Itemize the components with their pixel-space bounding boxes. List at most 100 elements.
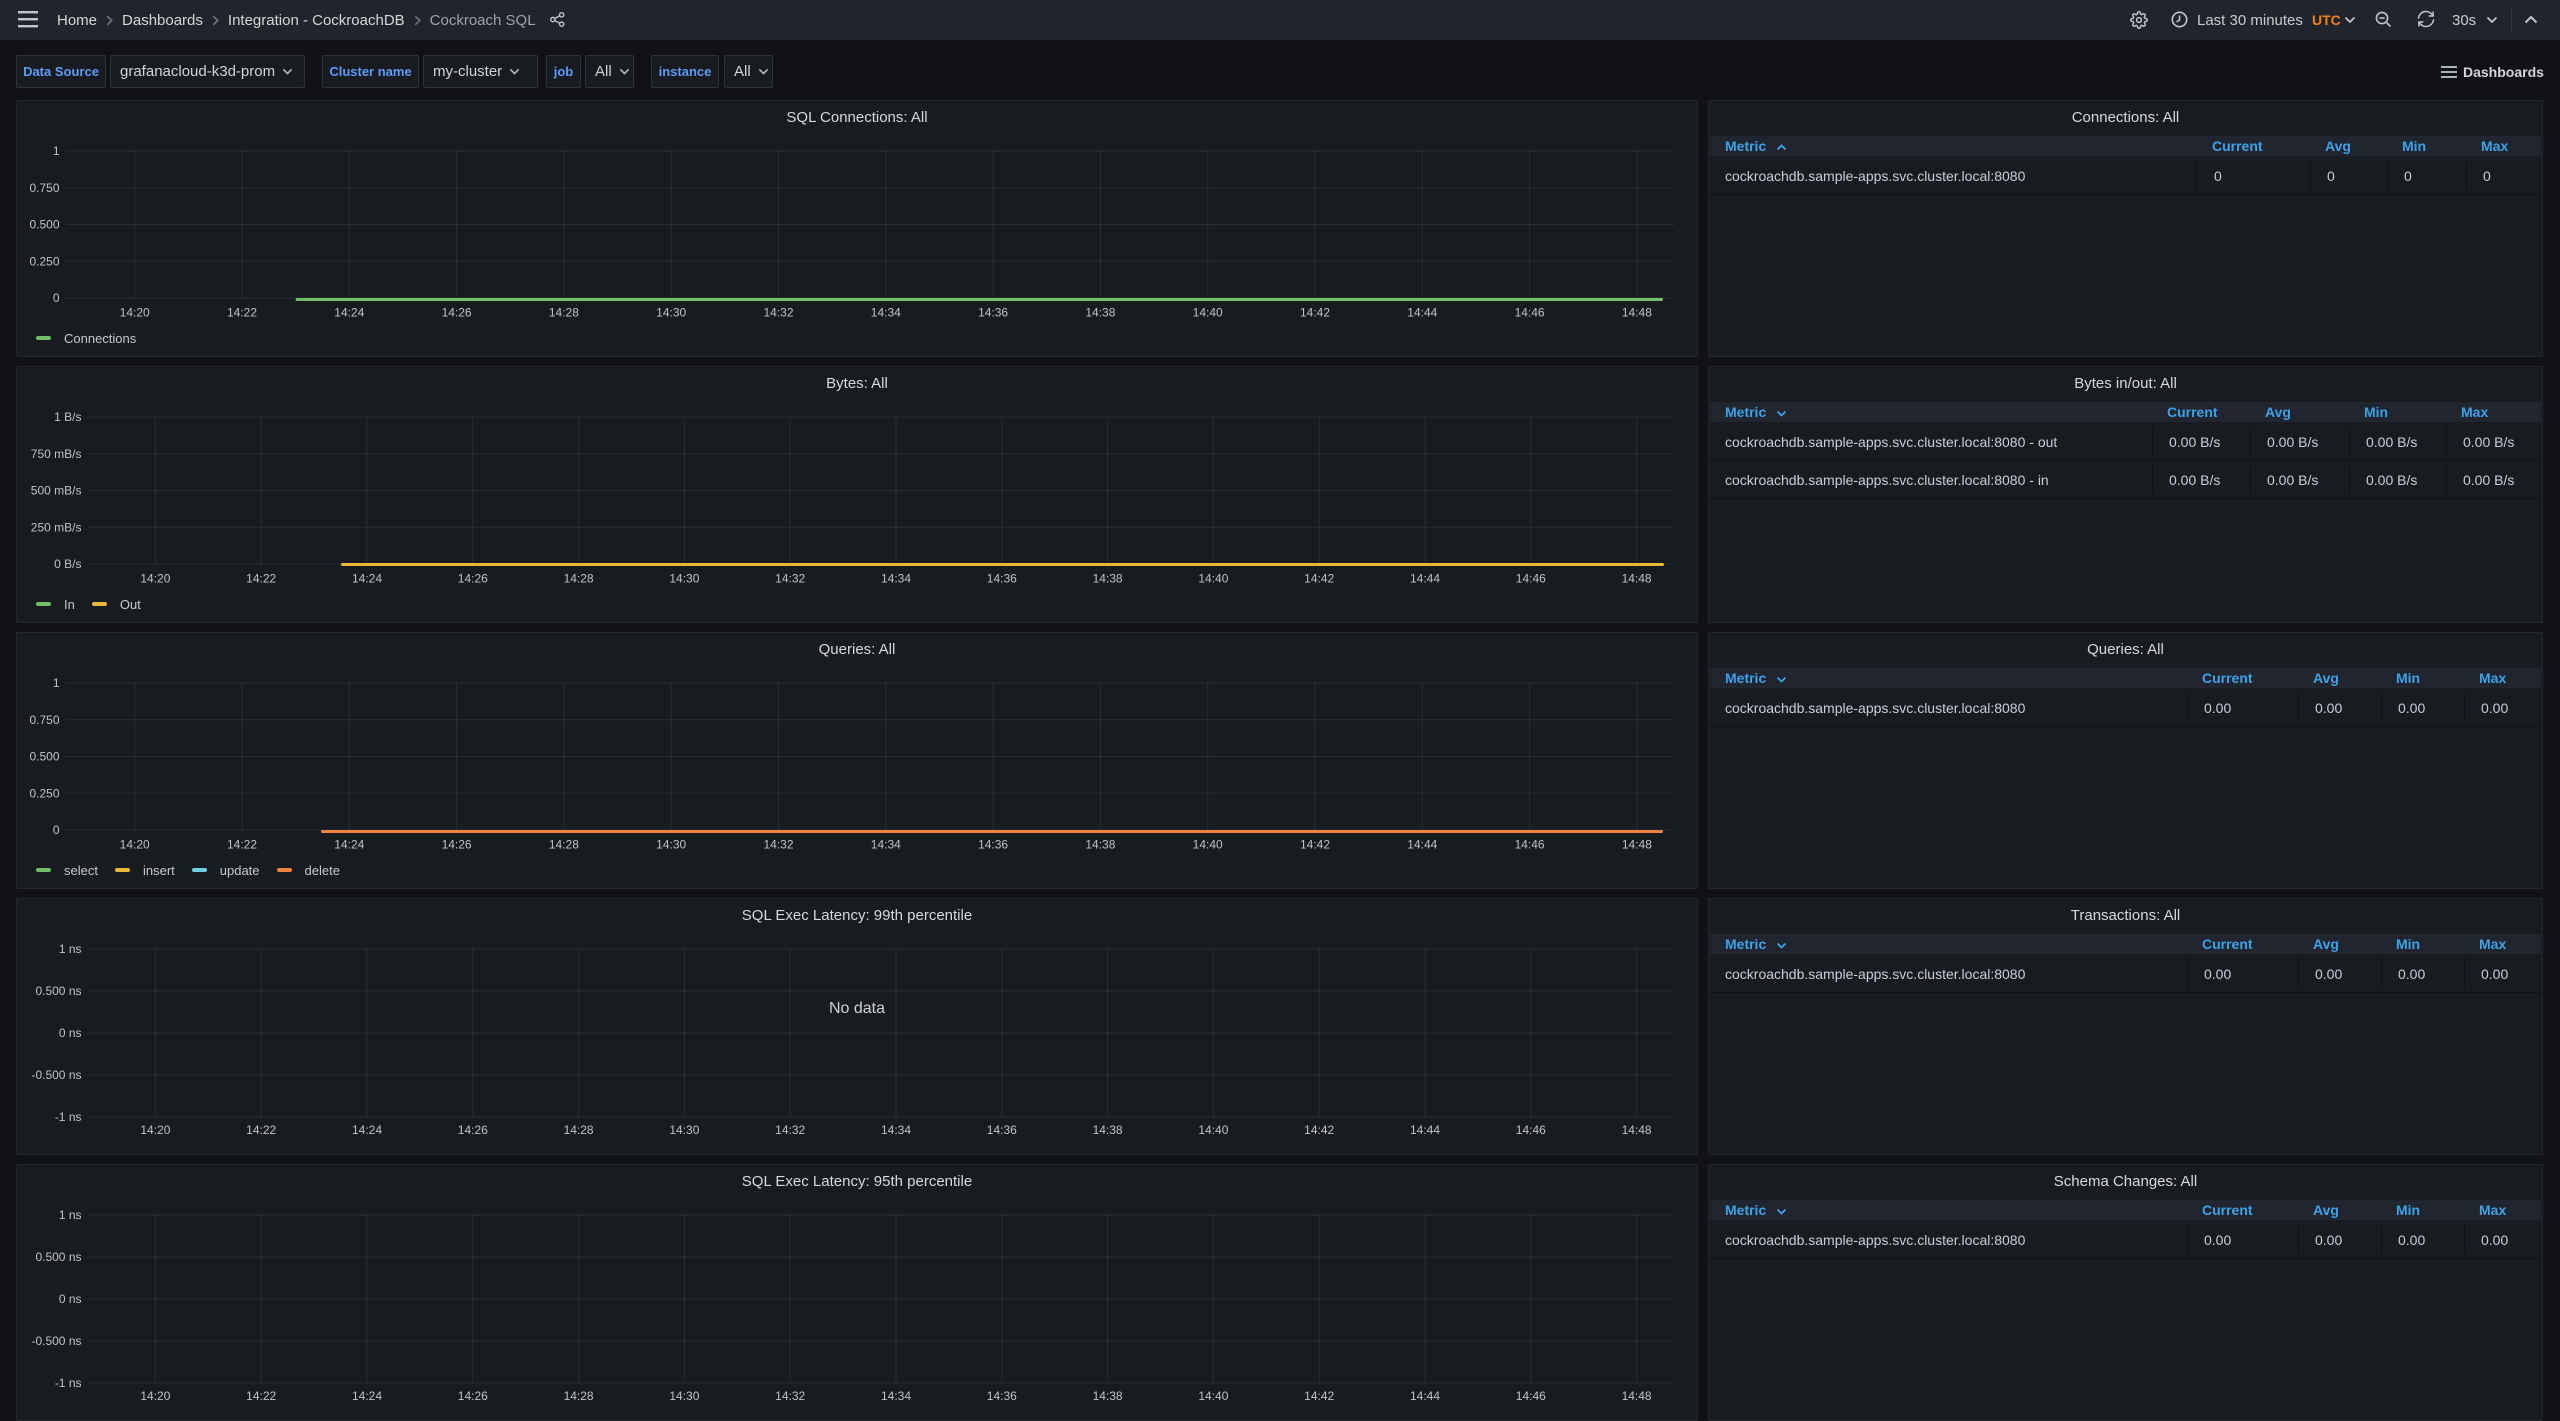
svg-text:14:20: 14:20 bbox=[120, 838, 150, 852]
svg-text:14:38: 14:38 bbox=[1085, 306, 1115, 320]
svg-text:1 ns: 1 ns bbox=[59, 1208, 82, 1222]
svg-text:14:36: 14:36 bbox=[987, 1389, 1017, 1403]
svg-text:14:44: 14:44 bbox=[1407, 838, 1437, 852]
svg-text:14:36: 14:36 bbox=[978, 306, 1008, 320]
svg-text:14:24: 14:24 bbox=[334, 838, 364, 852]
svg-text:14:22: 14:22 bbox=[246, 1389, 276, 1403]
svg-text:14:38: 14:38 bbox=[1085, 838, 1115, 852]
svg-text:14:32: 14:32 bbox=[763, 306, 793, 320]
svg-text:-1 ns: -1 ns bbox=[55, 1376, 82, 1390]
svg-text:14:46: 14:46 bbox=[1515, 838, 1545, 852]
svg-text:14:20: 14:20 bbox=[120, 306, 150, 320]
svg-text:14:32: 14:32 bbox=[775, 572, 805, 586]
svg-text:14:24: 14:24 bbox=[352, 1389, 382, 1403]
svg-text:14:44: 14:44 bbox=[1410, 572, 1440, 586]
svg-text:14:24: 14:24 bbox=[334, 306, 364, 320]
svg-text:14:32: 14:32 bbox=[775, 1389, 805, 1403]
svg-text:14:32: 14:32 bbox=[775, 1123, 805, 1137]
svg-text:1 B/s: 1 B/s bbox=[54, 410, 81, 424]
svg-text:500 mB/s: 500 mB/s bbox=[31, 484, 82, 498]
svg-text:0: 0 bbox=[53, 291, 60, 305]
svg-text:14:44: 14:44 bbox=[1407, 306, 1437, 320]
svg-text:14:30: 14:30 bbox=[669, 1123, 699, 1137]
svg-text:14:42: 14:42 bbox=[1304, 572, 1334, 586]
svg-text:14:26: 14:26 bbox=[458, 1389, 488, 1403]
svg-text:0.500 ns: 0.500 ns bbox=[35, 1250, 81, 1264]
svg-text:14:44: 14:44 bbox=[1410, 1123, 1440, 1137]
svg-text:0 B/s: 0 B/s bbox=[54, 557, 81, 571]
svg-text:14:36: 14:36 bbox=[987, 1123, 1017, 1137]
svg-text:14:34: 14:34 bbox=[871, 838, 901, 852]
svg-text:14:20: 14:20 bbox=[140, 1389, 170, 1403]
svg-text:14:30: 14:30 bbox=[669, 572, 699, 586]
svg-text:14:22: 14:22 bbox=[246, 1123, 276, 1137]
svg-text:0.750: 0.750 bbox=[29, 713, 59, 727]
svg-text:14:20: 14:20 bbox=[140, 572, 170, 586]
svg-text:14:38: 14:38 bbox=[1093, 1123, 1123, 1137]
svg-text:14:24: 14:24 bbox=[352, 572, 382, 586]
svg-text:14:38: 14:38 bbox=[1093, 572, 1123, 586]
svg-text:0: 0 bbox=[53, 823, 60, 837]
svg-text:14:48: 14:48 bbox=[1622, 1123, 1652, 1137]
svg-text:14:26: 14:26 bbox=[458, 572, 488, 586]
svg-text:14:30: 14:30 bbox=[669, 1389, 699, 1403]
svg-text:1: 1 bbox=[53, 144, 60, 158]
svg-text:14:34: 14:34 bbox=[881, 572, 911, 586]
svg-text:14:26: 14:26 bbox=[458, 1123, 488, 1137]
svg-text:-0.500 ns: -0.500 ns bbox=[31, 1334, 81, 1348]
svg-text:14:28: 14:28 bbox=[549, 838, 579, 852]
svg-text:14:44: 14:44 bbox=[1410, 1389, 1440, 1403]
svg-text:0.250: 0.250 bbox=[29, 254, 59, 268]
svg-text:14:28: 14:28 bbox=[564, 572, 594, 586]
svg-text:-0.500 ns: -0.500 ns bbox=[31, 1068, 81, 1082]
svg-text:14:48: 14:48 bbox=[1622, 1389, 1652, 1403]
svg-text:14:24: 14:24 bbox=[352, 1123, 382, 1137]
svg-text:0 ns: 0 ns bbox=[59, 1292, 82, 1306]
svg-text:14:48: 14:48 bbox=[1622, 838, 1652, 852]
svg-text:0.250: 0.250 bbox=[29, 786, 59, 800]
svg-text:14:26: 14:26 bbox=[442, 306, 472, 320]
svg-text:14:22: 14:22 bbox=[246, 572, 276, 586]
svg-text:14:46: 14:46 bbox=[1515, 306, 1545, 320]
svg-text:14:32: 14:32 bbox=[763, 838, 793, 852]
svg-text:14:40: 14:40 bbox=[1198, 1389, 1228, 1403]
svg-text:14:40: 14:40 bbox=[1198, 572, 1228, 586]
svg-text:14:34: 14:34 bbox=[871, 306, 901, 320]
svg-text:14:22: 14:22 bbox=[227, 306, 257, 320]
svg-text:14:28: 14:28 bbox=[564, 1123, 594, 1137]
svg-text:14:42: 14:42 bbox=[1304, 1123, 1334, 1137]
svg-text:14:34: 14:34 bbox=[881, 1123, 911, 1137]
svg-text:-1 ns: -1 ns bbox=[55, 1110, 82, 1124]
svg-text:14:36: 14:36 bbox=[978, 838, 1008, 852]
svg-text:14:30: 14:30 bbox=[656, 306, 686, 320]
svg-text:250 mB/s: 250 mB/s bbox=[31, 520, 82, 534]
svg-text:14:22: 14:22 bbox=[227, 838, 257, 852]
svg-text:14:34: 14:34 bbox=[881, 1389, 911, 1403]
svg-text:1: 1 bbox=[53, 676, 60, 690]
svg-text:0.500: 0.500 bbox=[29, 750, 59, 764]
svg-text:14:42: 14:42 bbox=[1300, 306, 1330, 320]
svg-text:14:38: 14:38 bbox=[1093, 1389, 1123, 1403]
svg-text:0.500 ns: 0.500 ns bbox=[35, 984, 81, 998]
svg-text:14:42: 14:42 bbox=[1304, 1389, 1334, 1403]
svg-text:14:28: 14:28 bbox=[564, 1389, 594, 1403]
svg-text:14:42: 14:42 bbox=[1300, 838, 1330, 852]
svg-text:14:48: 14:48 bbox=[1622, 306, 1652, 320]
svg-text:14:20: 14:20 bbox=[140, 1123, 170, 1137]
svg-text:14:48: 14:48 bbox=[1622, 572, 1652, 586]
svg-text:14:40: 14:40 bbox=[1193, 306, 1223, 320]
svg-text:14:36: 14:36 bbox=[987, 572, 1017, 586]
svg-text:14:46: 14:46 bbox=[1516, 572, 1546, 586]
svg-text:14:46: 14:46 bbox=[1516, 1389, 1546, 1403]
svg-text:14:26: 14:26 bbox=[442, 838, 472, 852]
svg-text:14:40: 14:40 bbox=[1198, 1123, 1228, 1137]
svg-text:750 mB/s: 750 mB/s bbox=[31, 447, 82, 461]
svg-text:14:46: 14:46 bbox=[1516, 1123, 1546, 1137]
svg-text:14:30: 14:30 bbox=[656, 838, 686, 852]
svg-text:0.500: 0.500 bbox=[29, 218, 59, 232]
svg-text:0.750: 0.750 bbox=[29, 181, 59, 195]
svg-text:0 ns: 0 ns bbox=[59, 1026, 82, 1040]
svg-text:14:40: 14:40 bbox=[1193, 838, 1223, 852]
svg-text:1 ns: 1 ns bbox=[59, 942, 82, 956]
svg-text:14:28: 14:28 bbox=[549, 306, 579, 320]
